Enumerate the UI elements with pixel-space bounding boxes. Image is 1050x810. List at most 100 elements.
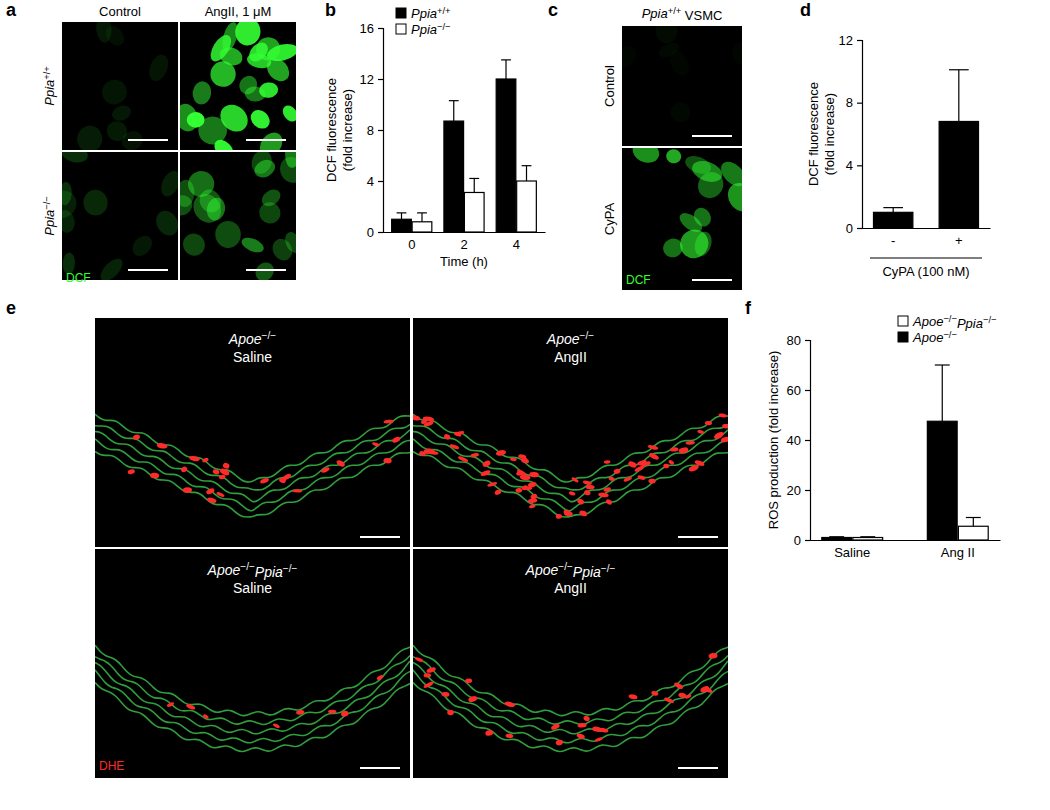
- stain-label: DCF: [626, 273, 651, 287]
- x-tick: Ang II: [941, 540, 975, 560]
- elastic-lamina: [95, 430, 410, 502]
- text-part: Ppia: [411, 6, 437, 21]
- nucleus: [663, 463, 669, 468]
- text-part: −/−: [262, 330, 277, 341]
- chart: 0481216024Time (h)DCF fluorescence(fold …: [324, 6, 546, 269]
- nucleus: [516, 469, 526, 476]
- text-part: Apoe: [912, 314, 943, 329]
- nucleus: [568, 491, 575, 496]
- cell: [75, 124, 104, 150]
- nucleus: [127, 469, 135, 475]
- column-label: AngII, 1 μM: [205, 4, 272, 19]
- bar: [444, 121, 464, 232]
- bar: [958, 526, 988, 540]
- scale-bar: [360, 536, 400, 538]
- nucleus: [638, 461, 647, 466]
- error-bar: [966, 518, 981, 527]
- x-axis-title: Time (h): [440, 254, 488, 269]
- row-label: CyPA: [602, 203, 617, 236]
- image-label: Apoe−/−: [228, 330, 276, 347]
- legend-swatch: [396, 24, 406, 34]
- text-part: AngII: [554, 349, 587, 365]
- y-tick-label: 20: [787, 483, 801, 498]
- text-part: Ppia: [573, 564, 601, 580]
- text-part: Apoe: [912, 330, 943, 345]
- nucleus: [628, 694, 638, 700]
- cell: [276, 153, 296, 187]
- nucleus: [598, 492, 609, 498]
- nucleus: [605, 498, 613, 505]
- legend: Apoe−/−Ppia−/−Apoe−/−: [898, 314, 996, 345]
- nucleus: [505, 733, 513, 738]
- y-tick-mark: [805, 490, 810, 491]
- text-part: −/−: [580, 330, 595, 341]
- nucleus: [320, 466, 330, 473]
- nucleus: [180, 466, 188, 473]
- nucleus: [582, 480, 592, 486]
- error-bar-cap: [949, 69, 969, 70]
- cell: [730, 41, 742, 68]
- micrograph-background: [180, 22, 296, 150]
- nucleus: [414, 656, 423, 662]
- elastic-lamina: [413, 661, 728, 734]
- image-label: Apoe−/−: [546, 330, 594, 347]
- nucleus: [482, 460, 492, 468]
- text-part: −/−: [283, 563, 298, 574]
- bar: [517, 181, 537, 232]
- error-bar: [522, 166, 532, 181]
- nucleus: [202, 714, 209, 720]
- nucleus: [465, 678, 473, 683]
- nucleus: [586, 485, 595, 490]
- cell: [129, 232, 156, 260]
- micrograph-background: [62, 22, 178, 150]
- elastic-lamina: [413, 451, 728, 517]
- image-label: AngII: [554, 580, 587, 596]
- elastic-lamina: [413, 439, 728, 511]
- micrograph: [180, 22, 296, 150]
- y-tick: 0: [846, 221, 862, 236]
- micrograph-background: [95, 549, 410, 778]
- cell: [97, 255, 127, 280]
- nucleus: [189, 455, 201, 462]
- text-part: −/−: [943, 314, 957, 324]
- nucleus: [494, 489, 502, 496]
- nucleus: [383, 419, 394, 423]
- chart: 020406080SalineAng IIROS production (fol…: [766, 314, 1001, 560]
- y-tick-label: 40: [787, 433, 801, 448]
- legend-swatch: [898, 316, 908, 326]
- row-label: Control: [602, 65, 617, 107]
- nucleus: [340, 710, 349, 717]
- scale-bar: [246, 139, 286, 141]
- micrograph-background: [413, 549, 728, 778]
- micrograph-background: [180, 152, 296, 280]
- error-bar: [860, 536, 875, 538]
- elastic-lamina: [413, 430, 728, 502]
- nucleus: [219, 467, 230, 476]
- nucleus: [670, 447, 679, 452]
- nucleus: [413, 414, 421, 421]
- nucleus: [648, 452, 659, 461]
- error-bar-cap: [935, 364, 950, 365]
- nucleus: [206, 497, 217, 504]
- error-bar: [883, 208, 903, 213]
- y-tick-mark: [805, 440, 810, 441]
- text-part: Ppia: [642, 6, 668, 21]
- nucleus: [613, 468, 621, 474]
- micrograph-background: [622, 26, 742, 146]
- error-bar-stem: [893, 208, 894, 213]
- y-tick-mark: [805, 540, 810, 541]
- micrograph: [95, 549, 410, 778]
- text-part: Apoe: [546, 331, 580, 347]
- nucleus: [218, 474, 225, 480]
- nucleus: [678, 446, 689, 454]
- nucleus: [156, 442, 168, 449]
- error-bar: [469, 178, 479, 192]
- text-part: Saline: [233, 580, 272, 596]
- micrograph: [622, 148, 742, 290]
- cell: [220, 22, 241, 53]
- nucleus: [684, 694, 692, 700]
- scale-bar: [246, 269, 286, 271]
- plot-area: [873, 70, 978, 228]
- nucleus: [651, 690, 659, 696]
- y-tick: 8: [367, 123, 383, 138]
